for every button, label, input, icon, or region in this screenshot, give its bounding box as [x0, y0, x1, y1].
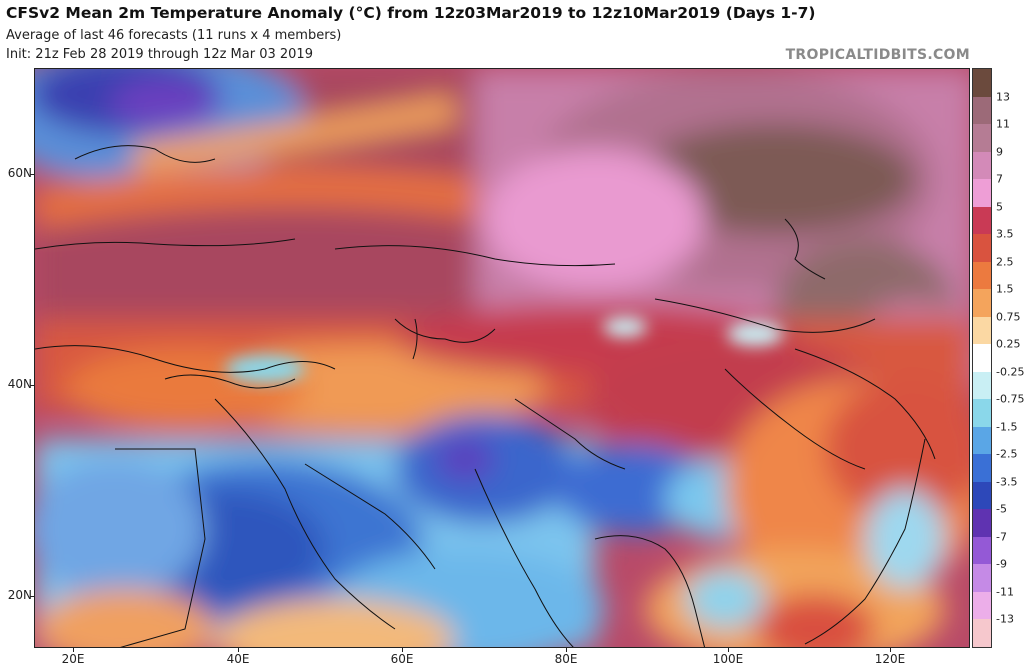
lon-tick — [402, 648, 403, 652]
lon-label-80e: 80E — [554, 652, 578, 666]
colorbar-label: 0.25 — [996, 337, 1021, 351]
lat-tick — [30, 596, 34, 597]
colorbar-swatch — [973, 206, 991, 235]
colorbar-swatch — [973, 69, 991, 98]
colorbar-label: 9 — [996, 145, 1003, 159]
anomaly-map — [34, 68, 970, 648]
colorbar-label: 11 — [996, 117, 1010, 131]
colorbar-swatch — [973, 399, 991, 428]
anomaly-field — [35, 69, 969, 647]
colorbar — [972, 68, 992, 648]
lon-label-120e: 120E — [874, 652, 906, 666]
lat-label-20n: 20N — [7, 588, 32, 602]
init-time: Init: 21z Feb 28 2019 through 12z Mar 03… — [6, 47, 313, 62]
colorbar-label: 7 — [996, 172, 1003, 186]
colorbar-label: 3.5 — [996, 227, 1014, 241]
colorbar-swatch — [973, 124, 991, 153]
chart-title: CFSv2 Mean 2m Temperature Anomaly (°C) f… — [6, 4, 816, 22]
header: CFSv2 Mean 2m Temperature Anomaly (°C) f… — [6, 0, 1016, 68]
chart-subtitle: Average of last 46 forecasts (11 runs x … — [6, 28, 342, 43]
colorbar-swatch — [973, 289, 991, 318]
lon-label-100e: 100E — [712, 652, 744, 666]
map-canvas — [35, 69, 969, 647]
colorbar-swatch — [973, 481, 991, 510]
lat-label-60n: 60N — [7, 166, 32, 180]
colorbar-label: -0.75 — [996, 392, 1024, 406]
colorbar-swatch — [973, 344, 991, 373]
colorbar-label: -0.25 — [996, 365, 1024, 379]
colorbar-swatch — [973, 454, 991, 483]
lon-label-40e: 40E — [226, 652, 250, 666]
colorbar-label: -5 — [996, 502, 1007, 516]
colorbar-swatch — [973, 234, 991, 263]
colorbar-label: -2.5 — [996, 447, 1018, 461]
colorbar-label: 13 — [996, 90, 1010, 104]
lon-tick — [566, 648, 567, 652]
colorbar-label: 5 — [996, 200, 1003, 214]
colorbar-label: -11 — [996, 585, 1014, 599]
brand-watermark: TROPICALTIDBITS.COM — [785, 47, 970, 63]
lat-tick — [30, 174, 34, 175]
colorbar-label: 0.75 — [996, 310, 1021, 324]
colorbar-swatch — [973, 96, 991, 125]
colorbar-swatch — [973, 536, 991, 565]
colorbar-label: -13 — [996, 612, 1014, 626]
colorbar-swatch — [973, 261, 991, 290]
coastlines — [35, 145, 936, 647]
colorbar-label: 2.5 — [996, 255, 1014, 269]
colorbar-label: -1.5 — [996, 420, 1018, 434]
lon-label-20e: 20E — [61, 652, 85, 666]
colorbar-swatch — [973, 371, 991, 400]
colorbar-swatch — [973, 179, 991, 208]
colorbar-swatch — [973, 509, 991, 538]
lon-tick — [73, 648, 74, 652]
lon-tick — [238, 648, 239, 652]
colorbar-swatch — [973, 316, 991, 345]
colorbar-label: -3.5 — [996, 475, 1018, 489]
lon-label-60e: 60E — [390, 652, 414, 666]
colorbar-label: -7 — [996, 530, 1007, 544]
colorbar-swatch — [973, 591, 991, 620]
lat-tick — [30, 385, 34, 386]
lon-tick — [890, 648, 891, 652]
colorbar-swatch — [973, 151, 991, 180]
colorbar-label: -9 — [996, 557, 1007, 571]
lat-label-40n: 40N — [7, 377, 32, 391]
colorbar-swatch — [973, 426, 991, 455]
colorbar-swatch — [973, 564, 991, 593]
colorbar-label: 1.5 — [996, 282, 1014, 296]
colorbar-swatch — [973, 619, 991, 648]
lon-tick — [728, 648, 729, 652]
